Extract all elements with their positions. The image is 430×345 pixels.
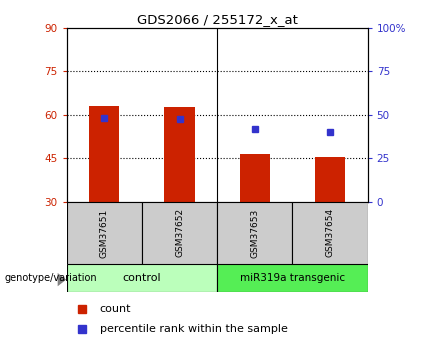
Bar [315, 157, 345, 202]
Text: GSM37651: GSM37651 [100, 208, 109, 257]
Bar [89, 106, 120, 202]
Title: GDS2066 / 255172_x_at: GDS2066 / 255172_x_at [137, 13, 298, 27]
Bar [217, 264, 368, 292]
Bar [142, 202, 217, 264]
Bar [67, 264, 217, 292]
Polygon shape [58, 273, 66, 286]
Bar [67, 202, 142, 264]
Text: control: control [123, 273, 161, 283]
Text: genotype/variation: genotype/variation [4, 273, 97, 283]
Bar [240, 154, 270, 202]
Text: percentile rank within the sample: percentile rank within the sample [100, 324, 288, 334]
Bar [292, 202, 368, 264]
Bar [217, 202, 292, 264]
Text: GSM37652: GSM37652 [175, 208, 184, 257]
Text: miR319a transgenic: miR319a transgenic [240, 273, 345, 283]
Text: count: count [100, 304, 131, 314]
Bar [165, 107, 194, 202]
Text: GSM37654: GSM37654 [326, 208, 335, 257]
Text: GSM37653: GSM37653 [250, 208, 259, 257]
